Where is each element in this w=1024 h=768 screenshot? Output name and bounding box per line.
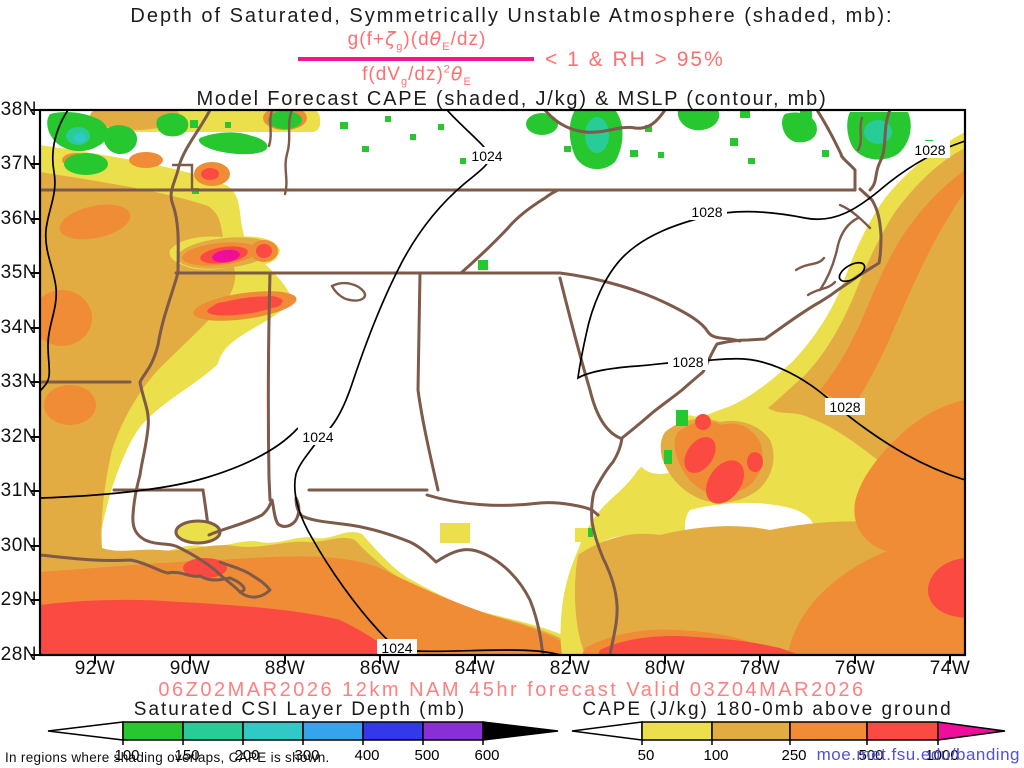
svg-text:400: 400	[354, 747, 379, 764]
axis-ticks	[31, 109, 951, 664]
lon-label: 90W	[169, 658, 211, 679]
lon-label: 80W	[644, 658, 686, 679]
svg-text:1024: 1024	[471, 148, 502, 164]
page-title: Depth of Saturated, Symmetrically Unstab…	[130, 5, 894, 27]
lon-label: 86W	[359, 658, 401, 679]
lat-label: 31N	[0, 480, 37, 501]
lat-label: 34N	[0, 317, 37, 338]
colorbars: 100 150 200 300 400 500 600 50 100 250 500 1000	[47, 721, 1006, 764]
svg-text:100: 100	[114, 747, 139, 764]
svg-text:100: 100	[703, 747, 728, 764]
map-subtitle: Model Forecast CAPE (shaded, J/kg) & MSL…	[196, 88, 828, 110]
svg-text:1000: 1000	[925, 747, 958, 764]
state-borders	[40, 110, 892, 655]
lat-label: 37N	[0, 153, 37, 174]
formula-fraction-bar	[298, 57, 534, 61]
lat-label: 30N	[0, 535, 37, 556]
cape-colorbar: 50 100 250 500 1000	[571, 721, 1006, 764]
lon-label: 74W	[929, 658, 971, 679]
svg-text:200: 200	[234, 747, 259, 764]
lon-label: 84W	[454, 658, 496, 679]
lon-label: 78W	[739, 658, 781, 679]
svg-text:1028: 1028	[672, 354, 703, 370]
svg-text:1028: 1028	[914, 142, 945, 158]
svg-text:300: 300	[294, 747, 319, 764]
lat-label: 38N	[0, 99, 37, 120]
overlap-note: In regions where shading overlaps, CAPE …	[5, 750, 330, 765]
svg-text:1024: 1024	[381, 640, 412, 656]
model-run-line: 06Z02MAR2026 12km NAM 45hr forecast Vali…	[158, 679, 866, 701]
svg-text:150: 150	[174, 747, 199, 764]
lat-label: 33N	[0, 371, 37, 392]
lat-label: 28N	[0, 644, 37, 665]
lon-label: 92W	[74, 658, 116, 679]
svg-text:500: 500	[414, 747, 439, 764]
lat-label: 36N	[0, 208, 37, 229]
svg-text:600: 600	[474, 747, 499, 764]
formula-condition: < 1 & RH > 95%	[545, 48, 725, 71]
svg-text:50: 50	[638, 747, 655, 764]
isobar-labels: 1024 1024 1024 1028 1028 1028 1028	[298, 141, 950, 656]
lon-label: 76W	[834, 658, 876, 679]
formula-denominator: f(dVg/dz)2θE	[362, 63, 472, 88]
csi-colorbar-title: Saturated CSI Layer Depth (mb)	[133, 699, 467, 720]
lon-label: 82W	[549, 658, 591, 679]
source-url-link[interactable]: moe.met.fsu.edu/banding	[816, 745, 1020, 764]
cape-colorbar-title: CAPE (J/kg) 180-0mb above ground	[582, 699, 953, 720]
lon-label: 88W	[264, 658, 306, 679]
lat-label: 29N	[0, 589, 37, 610]
svg-text:1028: 1028	[829, 399, 860, 415]
svg-text:500: 500	[858, 747, 883, 764]
lat-label: 35N	[0, 262, 37, 283]
svg-text:1024: 1024	[302, 429, 333, 445]
lat-label: 32N	[0, 426, 37, 447]
map-frame	[38, 108, 967, 657]
svg-text:1028: 1028	[691, 204, 722, 220]
svg-text:250: 250	[781, 747, 806, 764]
forecast-map: 1024 1024 1024 1028 1028 1028 1028	[31, 108, 967, 664]
csi-colorbar: 100 150 200 300 400 500 600	[47, 721, 559, 764]
formula-numerator: g(f+ζg)(dθE/dz)	[347, 28, 487, 53]
